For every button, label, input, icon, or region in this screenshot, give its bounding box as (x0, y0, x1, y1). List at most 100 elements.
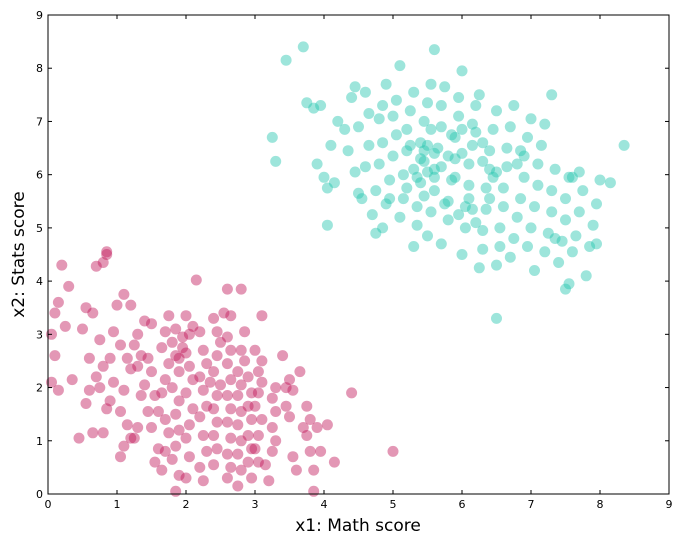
scatter-point-s1-164 (491, 166, 502, 178)
scatter-point-s1-155 (422, 166, 433, 178)
scatter-point-s1-168 (470, 217, 482, 229)
scatter-point-s0-115 (208, 366, 220, 378)
scatter-point-s1-58 (428, 44, 440, 56)
scatter-point-s0-139 (235, 406, 247, 417)
scatter-point-s1-104 (504, 251, 516, 263)
scatter-point-s0-174 (277, 350, 289, 362)
scatter-point-s0-116 (211, 350, 223, 362)
scatter-point-s0-14 (97, 257, 109, 268)
scatter-point-s0-179 (287, 451, 299, 463)
scatter-point-s0-21 (80, 398, 92, 409)
scatter-point-s1-71 (449, 153, 461, 165)
scatter-point-s1-77 (459, 222, 471, 234)
scatter-point-s0-76 (173, 424, 185, 436)
x-tick-label-8: 8 (597, 498, 604, 511)
scatter-point-s1-118 (539, 118, 551, 130)
scatter-point-s1-56 (422, 97, 433, 109)
scatter-point-s1-47 (404, 105, 416, 117)
scatter-point-s1-0 (280, 54, 292, 66)
scatter-point-s0-92 (180, 310, 192, 322)
x-tick-label-4: 4 (321, 498, 328, 511)
scatter-point-s1-100 (501, 142, 513, 154)
scatter-point-s1-169 (477, 137, 489, 149)
scatter-point-s0-167 (263, 475, 275, 487)
scatter-point-s1-150 (418, 145, 430, 157)
scatter-point-s0-175 (280, 400, 292, 412)
scatter-point-s1-176 (384, 193, 396, 205)
scatter-point-s0-121 (221, 283, 233, 295)
scatter-point-s1-158 (463, 193, 475, 205)
scatter-point-s1-172 (404, 139, 416, 151)
scatter-point-s1-163 (477, 155, 489, 167)
scatter-point-s1-136 (573, 206, 585, 218)
scatter-point-s1-91 (484, 145, 496, 157)
scatter-point-s1-49 (408, 241, 420, 252)
scatter-point-s0-129 (221, 416, 233, 428)
scatter-point-s0-96 (190, 274, 202, 286)
scatter-point-s1-15 (342, 145, 354, 157)
scatter-point-s0-99 (201, 358, 213, 370)
scatter-point-s0-24 (101, 403, 113, 415)
scatter-point-s1-137 (577, 185, 589, 197)
scatter-point-s1-175 (411, 171, 423, 183)
scatter-point-s0-15 (101, 246, 113, 258)
scatter-point-s0-104 (197, 430, 209, 441)
scatter-point-s0-22 (87, 427, 99, 439)
scatter-point-s0-81 (180, 472, 192, 484)
scatter-point-s0-84 (183, 419, 195, 431)
scatter-point-s1-12 (321, 219, 333, 231)
scatter-point-s0-70 (166, 336, 178, 348)
scatter-point-s1-66 (439, 81, 451, 93)
scatter-point-s0-187 (308, 485, 320, 497)
scatter-point-s0-54 (149, 390, 161, 401)
scatter-point-s0-199 (204, 376, 216, 388)
scatter-point-s1-83 (470, 100, 482, 111)
scatter-point-s0-130 (225, 432, 237, 444)
scatter-point-s0-144 (235, 344, 247, 356)
scatter-point-s0-152 (246, 443, 258, 455)
scatter-point-s1-10 (325, 139, 337, 151)
scatter-point-s0-34 (115, 339, 126, 351)
x-tick-label-5: 5 (390, 498, 397, 511)
y-tick-label-7: 7 (36, 115, 43, 128)
scatter-point-s1-35 (380, 198, 392, 210)
scatter-point-s1-45 (401, 145, 413, 157)
scatter-point-s0-158 (256, 414, 268, 425)
x-tick-label-3: 3 (252, 498, 259, 511)
scatter-point-s1-85 (473, 262, 485, 274)
scatter-point-s0-125 (221, 358, 233, 370)
scatter-point-s0-183 (304, 414, 316, 425)
scatter-point-s0-18 (90, 371, 102, 383)
scatter-point-s1-44 (397, 169, 409, 181)
scatter-point-s1-87 (477, 225, 489, 236)
scatter-point-s0-16 (101, 249, 113, 260)
scatter-point-s1-22 (359, 161, 371, 173)
scatter-point-s1-51 (411, 201, 423, 213)
scatter-point-s0-128 (225, 403, 237, 415)
scatter-point-s0-172 (266, 392, 278, 404)
scatter-point-s0-170 (266, 422, 278, 433)
scatter-point-s1-68 (442, 214, 454, 226)
scatter-point-s1-142 (591, 198, 602, 210)
scatter-point-s0-120 (218, 307, 230, 319)
scatter-point-s0-142 (232, 366, 244, 378)
scatter-point-s0-191 (328, 456, 340, 468)
scatter-point-s0-29 (94, 334, 106, 346)
scatter-point-s1-55 (418, 115, 430, 127)
scatter-point-s1-159 (401, 182, 413, 194)
plot-frame (47, 14, 670, 495)
scatter-point-s0-111 (211, 416, 223, 428)
scatter-point-s0-181 (297, 422, 309, 433)
scatter-point-s1-26 (366, 209, 378, 221)
scatter-point-s1-127 (553, 257, 565, 268)
scatter-point-s0-48 (128, 339, 140, 351)
scatter-point-s1-74 (453, 92, 465, 103)
scatter-point-s1-179 (456, 123, 468, 135)
scatter-point-s1-43 (397, 193, 409, 205)
scatter-point-s0-67 (159, 326, 171, 338)
scatter-point-s1-125 (546, 89, 558, 101)
scatter-point-s0-75 (170, 408, 182, 420)
scatter-point-s0-12 (87, 307, 99, 319)
scatter-point-s1-46 (401, 123, 413, 135)
scatter-point-s0-182 (301, 430, 313, 441)
